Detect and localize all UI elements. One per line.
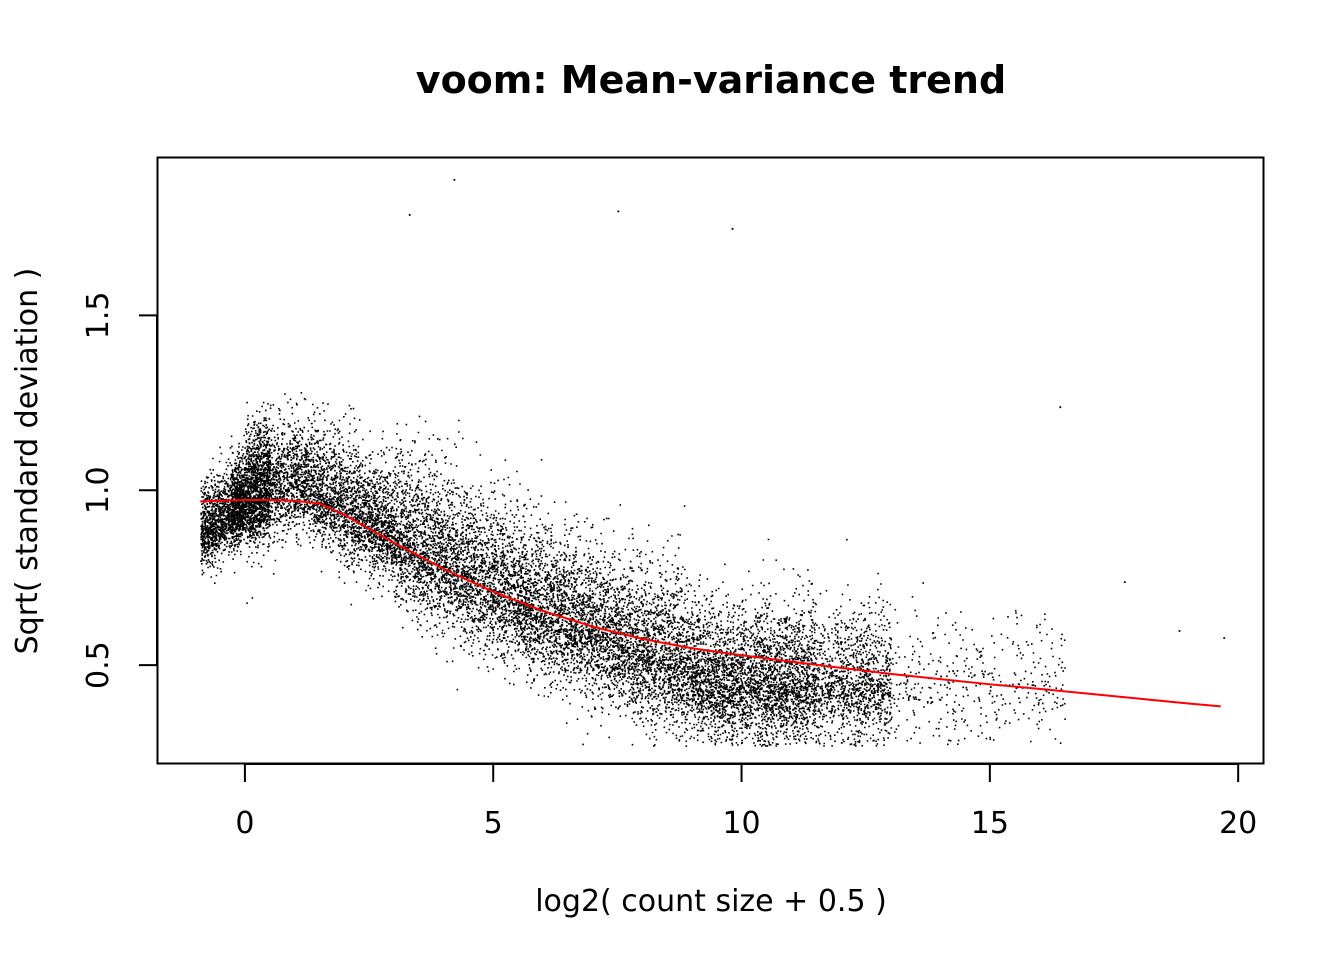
x-tick-label: 15 — [971, 806, 1009, 841]
x-axis-label: log2( count size + 0.5 ) — [535, 884, 887, 919]
y-tick-label: 1.5 — [81, 292, 116, 340]
y-axis-label: Sqrt( standard deviation ) — [10, 268, 45, 655]
x-tick-label: 5 — [484, 806, 503, 841]
y-tick-label: 1.0 — [81, 466, 116, 514]
y-axis: 0.5 1.0 1.5 — [81, 292, 158, 689]
x-axis: 0 5 10 15 20 — [235, 763, 1257, 841]
y-tick-label: 0.5 — [81, 641, 116, 689]
chart-title: voom: Mean-variance trend — [416, 58, 1006, 102]
x-tick-label: 10 — [722, 806, 760, 841]
x-tick-label: 20 — [1219, 806, 1257, 841]
x-tick-label: 0 — [235, 806, 254, 841]
scatter-points — [200, 179, 1226, 747]
trend-line — [200, 499, 1221, 708]
point-cloud — [200, 179, 1226, 747]
